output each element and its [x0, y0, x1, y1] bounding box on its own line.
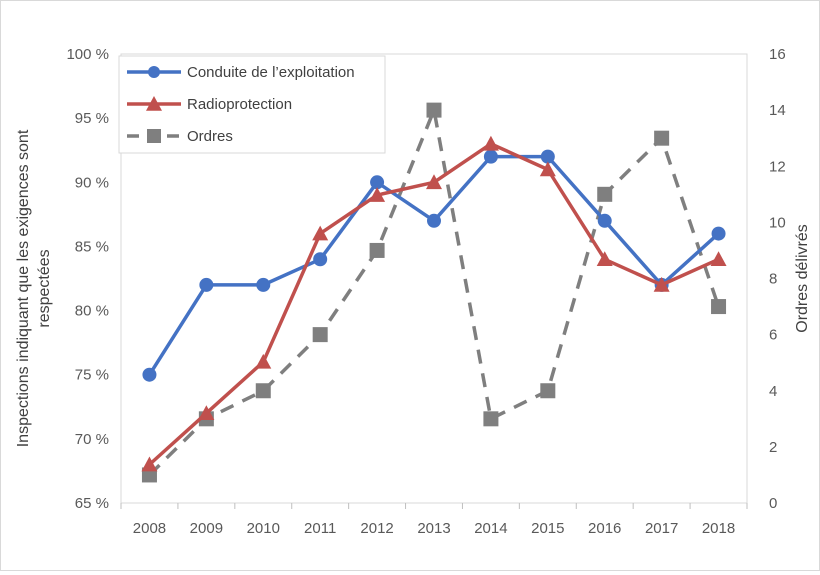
x-tick-label: 2014	[474, 520, 507, 537]
series-layer	[141, 102, 727, 483]
data-point-triangle	[141, 456, 158, 472]
x-tick-label: 2017	[645, 520, 678, 537]
data-point-triangle	[596, 251, 613, 267]
series-line	[147, 142, 721, 467]
data-point-triangle	[482, 135, 499, 151]
data-point-circle	[313, 252, 328, 267]
data-point-circle	[370, 175, 385, 190]
y-left-tick-label: 85 %	[75, 238, 109, 255]
plot-area-border	[120, 53, 748, 504]
y-right-tick-label: 12	[769, 158, 786, 175]
y-left-tick-label: 70 %	[75, 431, 109, 448]
data-point-square	[597, 186, 613, 202]
data-point-circle	[199, 277, 214, 292]
y-right-tick-label: 8	[769, 271, 777, 288]
data-point-square	[255, 383, 271, 399]
y-right-axis-title: Ordres délivrés	[794, 224, 811, 332]
data-point-triangle	[539, 161, 556, 177]
legend: Conduite de l’exploitation Radioprotectio…	[118, 55, 386, 154]
legend-item: Ordres	[127, 128, 233, 145]
data-point-circle	[256, 277, 271, 292]
x-tick-label: 2018	[702, 520, 735, 537]
y-right-tick-label: 16	[769, 46, 786, 63]
series-radioprotection	[141, 135, 727, 472]
data-point-circle	[540, 149, 555, 164]
y-right-tick-label: 10	[769, 214, 786, 231]
y-left-axis-title-line: respectées	[36, 249, 53, 327]
data-point-square	[426, 102, 442, 118]
x-tick-label: 2011	[304, 520, 336, 537]
data-point-square	[369, 242, 385, 258]
y-left-tick-label: 95 %	[75, 110, 109, 127]
y-left-tick-label: 65 %	[75, 495, 109, 512]
data-point-circle	[597, 213, 612, 228]
x-tick-label: 2013	[417, 520, 450, 537]
data-point-circle	[427, 213, 441, 228]
x-tick-label: 2015	[531, 520, 564, 537]
data-point-square	[540, 383, 556, 399]
data-point-circle	[711, 226, 726, 241]
y-right-tick-label: 6	[769, 327, 777, 344]
data-point-triangle	[426, 174, 442, 190]
legend-label: Conduite de l’exploitation	[187, 64, 355, 81]
data-point-triangle	[369, 187, 386, 202]
x-tick-label: 2016	[588, 520, 621, 537]
y-left-tick-label: 90 %	[75, 174, 109, 191]
y-right-tick-label: 4	[769, 383, 777, 400]
y-right-tick-label: 0	[769, 495, 777, 512]
data-point-circle	[483, 149, 498, 164]
data-point-triangle	[710, 251, 727, 267]
y-left-axis-title: Inspections indiquant que les exigences …	[15, 129, 53, 447]
data-point-triangle	[653, 276, 670, 292]
series-ordres	[141, 102, 727, 483]
data-point-triangle	[312, 225, 329, 241]
plot-frame	[120, 53, 748, 504]
data-point-square	[711, 299, 727, 315]
y-right-tick-label: 2	[769, 439, 777, 456]
data-point-triangle	[198, 405, 215, 420]
series-line	[147, 154, 721, 377]
legend-item: Radioprotection	[127, 96, 292, 113]
y-left-tick-label: 75 %	[75, 367, 109, 384]
x-tick-label: 2009	[190, 520, 223, 537]
y-right-tick-label: 14	[769, 102, 786, 119]
y-left-tick-label: 80 %	[75, 303, 109, 320]
legend-label: Radioprotection	[187, 96, 292, 113]
x-tick-label: 2012	[360, 520, 393, 537]
y-left-axis-title-line: Inspections indiquant que les exigences …	[15, 129, 32, 447]
axes: 65 % 70 % 75 % 80 % 85 % 90 % 95 % 100 % 0 2 4 6 8 10…	[66, 46, 785, 537]
series-conduite	[142, 149, 726, 382]
y-left-tick-label: 100 %	[66, 46, 109, 63]
axis-titles: Inspections indiquant que les exigences …	[15, 129, 811, 447]
data-point-square	[654, 130, 670, 146]
data-point-circle	[148, 66, 160, 78]
legend-label: Ordres	[187, 128, 233, 145]
x-tick-label: 2010	[247, 520, 280, 537]
data-point-square	[483, 411, 499, 427]
data-point-square	[312, 327, 328, 343]
data-point-circle	[142, 367, 157, 382]
data-point-square	[147, 129, 161, 143]
series-line	[148, 108, 721, 477]
x-tick-label: 2008	[133, 520, 166, 537]
legend-item: Conduite de l’exploitation	[127, 64, 355, 81]
data-point-triangle	[146, 96, 162, 111]
data-point-triangle	[255, 353, 272, 369]
